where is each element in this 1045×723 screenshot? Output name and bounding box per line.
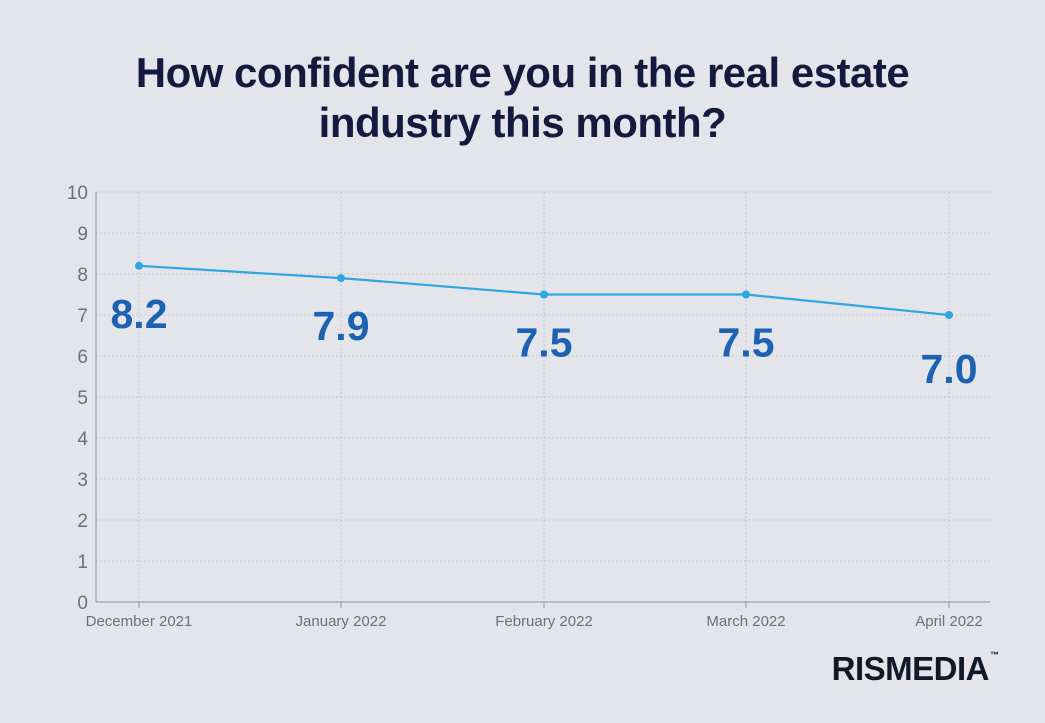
y-tick-label: 5 [77, 388, 88, 409]
series [135, 261, 953, 319]
axes [95, 192, 990, 608]
rismedia-logo: RISMEDIA™ [832, 650, 999, 688]
x-tick-labels: December 2021 January 2022 February 2022 Ma… [86, 613, 983, 630]
brand-name: RISMEDIA [831, 650, 990, 687]
y-tick-labels: 0 1 2 3 4 5 6 7 8 9 10 [67, 183, 89, 614]
data-point [742, 290, 750, 299]
x-tick-label: January 2022 [296, 613, 387, 630]
chart-title: How confident are you in the real estate… [135, 49, 910, 146]
y-tick-label: 3 [77, 470, 88, 491]
trademark-symbol: ™ [990, 650, 999, 660]
y-tick-label: 8 [77, 265, 88, 286]
data-label: 7.9 [313, 303, 370, 349]
gridlines [96, 191, 990, 602]
data-point [135, 261, 143, 270]
data-label: 7.5 [718, 320, 775, 366]
y-tick-label: 10 [67, 183, 88, 204]
y-tick-label: 7 [77, 306, 88, 327]
y-tick-label: 6 [77, 347, 88, 368]
x-tick-label: March 2022 [706, 613, 785, 630]
y-tick-label: 9 [77, 224, 88, 245]
data-label: 8.2 [111, 291, 168, 337]
data-point [540, 290, 548, 299]
y-tick-label: 1 [77, 552, 88, 573]
data-label: 7.0 [921, 346, 978, 392]
data-labels: 8.2 7.9 7.5 7.5 7.0 [111, 291, 978, 392]
y-tick-label: 4 [77, 429, 88, 450]
x-tick-label: April 2022 [915, 613, 983, 630]
data-point [945, 311, 953, 319]
data-label: 7.5 [516, 320, 573, 366]
x-tick-label: December 2021 [86, 613, 193, 630]
y-tick-label: 2 [77, 511, 88, 532]
y-tick-label: 0 [77, 593, 88, 614]
data-point [337, 274, 345, 283]
x-tick-label: February 2022 [495, 613, 593, 630]
